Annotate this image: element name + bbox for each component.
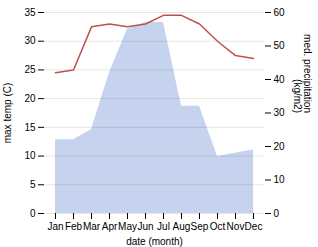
svg-text:Feb: Feb [65,221,83,232]
svg-text:Dec: Dec [245,221,263,232]
svg-text:30: 30 [274,107,286,118]
svg-text:10: 10 [24,150,36,161]
svg-text:Oct: Oct [210,221,226,232]
svg-text:Aug: Aug [173,221,191,232]
svg-text:Jul: Jul [157,221,170,232]
svg-text:10: 10 [274,174,286,185]
svg-text:20: 20 [24,93,36,104]
svg-text:Mar: Mar [83,221,101,232]
svg-text:May: May [118,221,137,232]
svg-text:Jun: Jun [137,221,153,232]
svg-text:25: 25 [24,64,36,75]
svg-text:0: 0 [274,208,280,219]
svg-text:5: 5 [30,179,36,190]
svg-text:0: 0 [30,208,36,219]
svg-text:med. precipitation(kg/m2): med. precipitation(kg/m2) [292,34,313,113]
svg-text:60: 60 [274,7,286,18]
svg-text:40: 40 [274,74,286,85]
svg-text:Nov: Nov [227,221,245,232]
svg-text:50: 50 [274,40,286,51]
svg-text:Sep: Sep [191,221,209,232]
svg-text:35: 35 [24,7,36,18]
svg-text:15: 15 [24,122,36,133]
svg-text:Apr: Apr [102,221,118,232]
svg-text:max temp (C): max temp (C) [2,83,13,144]
svg-text:date (month): date (month) [126,236,183,247]
svg-text:20: 20 [274,141,286,152]
svg-text:Jan: Jan [47,221,63,232]
svg-text:30: 30 [24,35,36,46]
